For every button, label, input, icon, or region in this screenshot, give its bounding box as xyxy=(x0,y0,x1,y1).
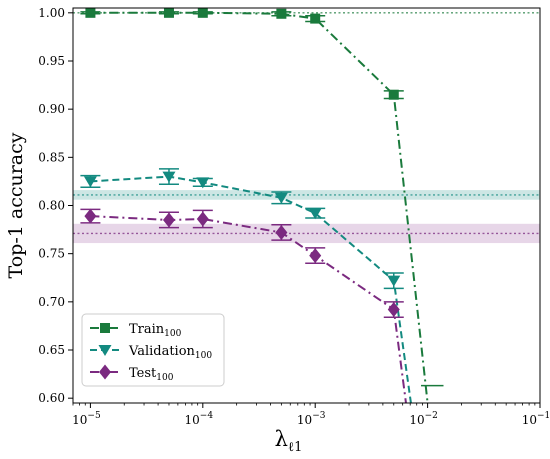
error-bars xyxy=(80,11,404,319)
y-axis-title: Top-1 accuracy xyxy=(5,132,27,278)
y-tick-label: 0.90 xyxy=(38,102,65,116)
legend-label: Test100 xyxy=(129,366,174,383)
test-data-point xyxy=(162,212,175,228)
x-tick-label: 10−4 xyxy=(185,411,214,427)
test-reference-band xyxy=(73,223,540,244)
legend-label: Train100 xyxy=(129,322,182,339)
train-data-point xyxy=(388,89,399,100)
x-axis-title: λℓ1 xyxy=(275,427,303,455)
train-data-point xyxy=(276,8,287,19)
test-data-point xyxy=(196,211,209,227)
legend: Train100 Validation100 Test100 xyxy=(81,313,225,387)
reference-lines xyxy=(73,12,540,235)
y-tick-label: 1.00 xyxy=(38,6,65,20)
train-data-point xyxy=(197,8,208,18)
y-tick-label: 0.60 xyxy=(38,391,65,405)
y-tick-label: 0.85 xyxy=(38,150,65,164)
validation-reference-band xyxy=(73,190,540,200)
train-data-point xyxy=(310,13,321,24)
y-tick-label: 0.80 xyxy=(38,199,65,213)
x-tick-label: 10−3 xyxy=(297,411,326,427)
y-tick-label: 0.75 xyxy=(38,247,65,261)
legend-marker-validation xyxy=(98,345,112,356)
legend-box xyxy=(81,313,225,387)
legend-label: Validation100 xyxy=(128,344,212,361)
y-tick-label: 0.95 xyxy=(38,54,65,68)
x-tick-label: 10−5 xyxy=(72,411,101,427)
test-data-point xyxy=(309,248,322,264)
legend-marker-train xyxy=(100,323,110,333)
validation-data-point xyxy=(196,177,210,189)
train-data-point xyxy=(85,8,96,18)
test-data-point xyxy=(387,302,400,318)
x-axis-title-subscript: ℓ1 xyxy=(288,440,303,455)
x-tick-label: 10−1 xyxy=(522,411,550,427)
legend-marker-test xyxy=(99,364,111,380)
validation-data-point xyxy=(162,171,176,183)
validation-data-point xyxy=(83,176,97,188)
x-tick-label: 10−2 xyxy=(409,411,438,427)
validation-data-point xyxy=(308,208,322,220)
y-axis-ticks: 0.60 0.65 0.70 0.75 0.80 0.85 0.90 0.95 1.00 xyxy=(38,6,73,405)
legend-entry-train: Train100 xyxy=(90,322,182,339)
validation-data-point xyxy=(274,192,288,204)
reference-bands xyxy=(73,190,540,244)
test-data-point xyxy=(275,224,288,240)
test-data-point xyxy=(84,208,97,224)
x-axis-ticks: 10−5 10−4 10−3 10−2 10−1 xyxy=(72,403,550,427)
validation-data-point xyxy=(387,275,401,287)
series-markers xyxy=(83,8,401,318)
y-tick-label: 0.65 xyxy=(38,343,65,357)
legend-entry-validation: Validation100 xyxy=(90,344,212,361)
y-tick-label: 0.70 xyxy=(38,295,65,309)
train-data-point xyxy=(163,8,174,18)
x-axis-title-main: λ xyxy=(275,427,288,451)
legend-entry-test: Test100 xyxy=(90,364,174,383)
